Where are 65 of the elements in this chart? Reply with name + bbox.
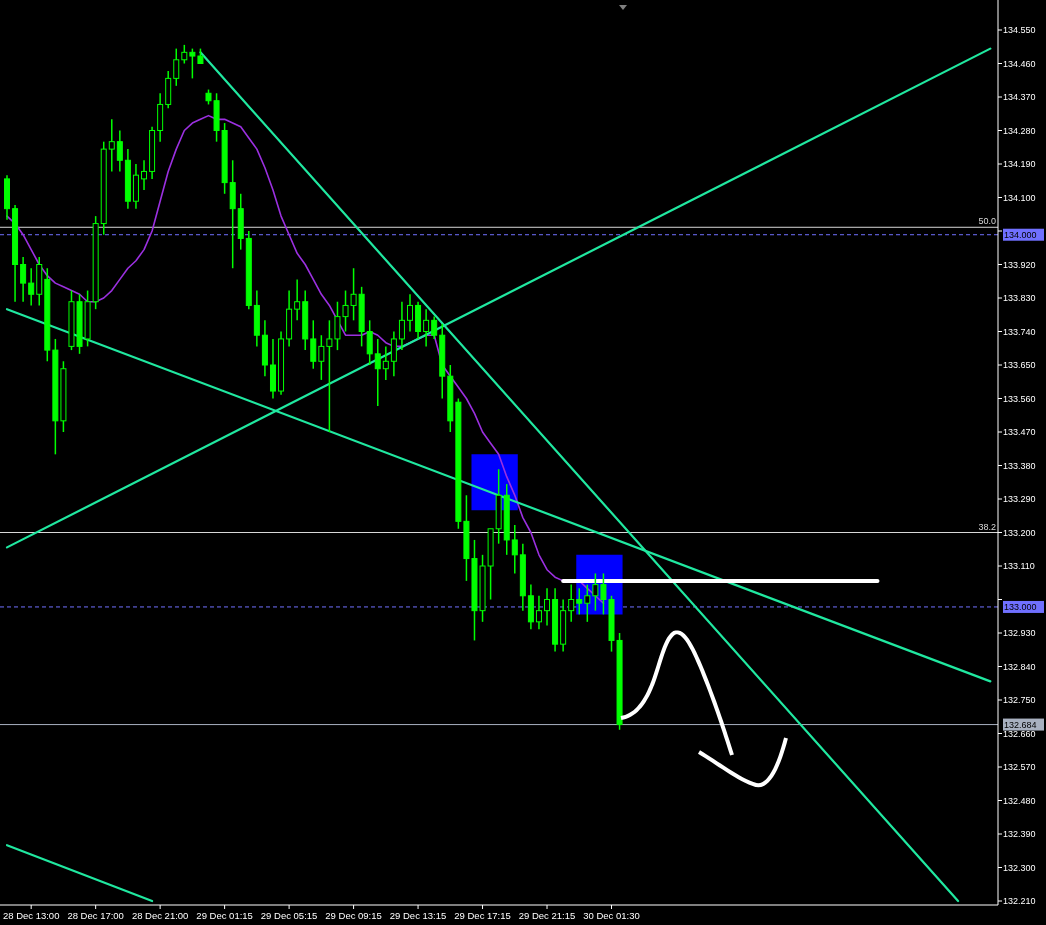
candlestick (423, 308, 430, 348)
y-tick-label: 132.840 (1003, 661, 1036, 672)
annotation: 50.0 (978, 216, 996, 227)
y-tick-label: 132.210 (1003, 896, 1036, 907)
x-tick-label: 29 Dec 05:15 (260, 910, 318, 921)
y-tick-label: 133.290 (1003, 494, 1036, 505)
y-tick-label: 132.390 (1003, 829, 1036, 840)
candlestick (431, 315, 438, 340)
x-tick-label: 29 Dec 01:15 (196, 910, 253, 921)
candlestick (374, 338, 381, 407)
y-tick-label: 133.650 (1003, 360, 1036, 371)
x-tick-label: 30 Dec 01:30 (583, 910, 640, 921)
candlestick (407, 293, 413, 333)
x-tick-label: 29 Dec 17:15 (454, 910, 511, 921)
candlestick (382, 345, 389, 381)
y-tick-label: 134.100 (1003, 192, 1036, 203)
x-tick-label: 28 Dec 17:00 (67, 910, 124, 921)
y-tick-label: 132.480 (1003, 795, 1036, 806)
ref-line-label: 134.000 (1004, 229, 1037, 240)
ref-line-label: 132.684 (1004, 719, 1037, 730)
annotation: 38.2 (978, 521, 996, 532)
y-tick-label: 134.190 (1003, 159, 1036, 170)
candlestick (398, 300, 405, 351)
candlestick (366, 319, 373, 366)
y-tick-label: 132.300 (1003, 862, 1036, 873)
y-tick-label: 132.750 (1003, 695, 1036, 706)
candlestick (294, 278, 301, 322)
y-tick-label: 133.380 (1003, 460, 1036, 471)
candlestick (318, 334, 325, 381)
candlestick (181, 44, 188, 65)
y-tick-label: 133.470 (1003, 427, 1036, 438)
candlestick (141, 159, 148, 191)
y-tick-label: 133.740 (1003, 326, 1036, 337)
y-tick-label: 133.110 (1003, 561, 1035, 572)
y-tick-label: 134.550 (1003, 25, 1036, 36)
y-tick-label: 133.200 (1003, 527, 1036, 538)
x-tick-label: 29 Dec 09:15 (325, 910, 382, 921)
y-tick-label: 132.570 (1003, 762, 1036, 773)
candlestick (310, 319, 317, 370)
candlestick (535, 595, 542, 631)
x-tick-label: 28 Dec 13:00 (2, 910, 60, 921)
y-tick-label: 133.920 (1003, 259, 1036, 270)
candlestick (576, 587, 583, 616)
candlestick (511, 524, 518, 575)
x-tick-label: 28 Dec 21:00 (131, 910, 189, 921)
candlestick (544, 587, 551, 627)
y-tick-label: 134.460 (1003, 58, 1036, 69)
line-series (6, 114, 605, 605)
candlestick (116, 129, 123, 173)
y-tick-label: 132.930 (1003, 628, 1036, 639)
x-tick-label: 29 Dec 21:15 (518, 910, 576, 921)
candlestick (20, 256, 27, 303)
candlestick (108, 118, 115, 173)
candlestick (584, 583, 591, 623)
candlestick (28, 267, 35, 307)
y-tick-label: 132.660 (1003, 728, 1036, 739)
y-tick-label: 134.280 (1003, 125, 1036, 136)
candlestick (390, 330, 397, 377)
y-tick-label: 134.370 (1003, 92, 1036, 103)
y-tick-label: 133.830 (1003, 293, 1036, 304)
candlestick (173, 47, 180, 87)
ref-line-label: 133.000 (1004, 602, 1037, 613)
x-tick-label: 29 Dec 13:15 (389, 910, 447, 921)
y-tick-label: 133.560 (1003, 393, 1036, 404)
candlestick (568, 583, 575, 623)
